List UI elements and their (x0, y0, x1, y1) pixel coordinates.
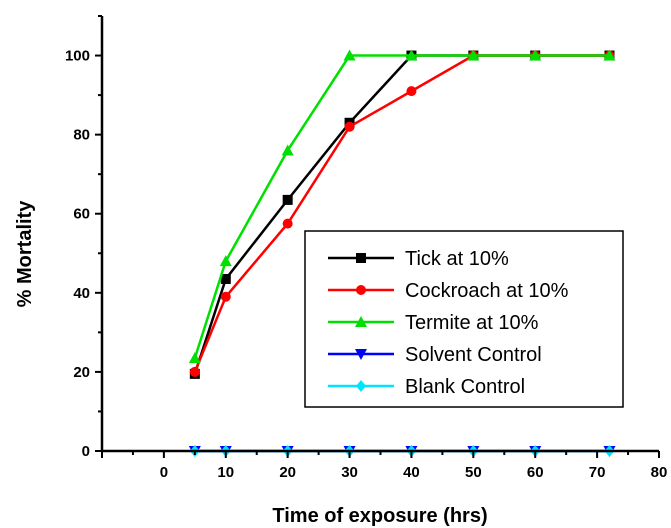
data-point (189, 366, 200, 377)
x-tick-label: 20 (279, 464, 296, 481)
legend-swatch-marker (356, 253, 366, 263)
x-tick-label: 60 (527, 464, 544, 481)
legend: Tick at 10% Cockroach at 10% Termite at 10… (304, 230, 624, 408)
ticks-layer: 0 10 20 30 40 50 60 70 80 0 20 40 60 80 100 (65, 15, 668, 481)
legend-label: Termite at 10% (405, 312, 539, 334)
legend-label: Blank Control (405, 376, 525, 398)
x-tick-label: 40 (403, 464, 420, 481)
legend-label: Tick at 10% (405, 248, 509, 270)
y-tick-label: 60 (73, 206, 90, 223)
legend-item: Termite at 10% (328, 312, 539, 334)
x-tick-label: 0 (160, 464, 168, 481)
x-tick-label: 10 (217, 464, 234, 481)
data-point (220, 273, 231, 284)
y-tick-label: 80 (73, 127, 90, 144)
legend-item: Tick at 10% (328, 248, 509, 270)
data-point (406, 86, 417, 97)
data-point (405, 49, 418, 61)
data-point (281, 144, 294, 156)
series-3 (188, 49, 616, 364)
x-tick-label: 70 (589, 464, 606, 481)
data-point (603, 49, 616, 61)
data-point (467, 49, 480, 61)
legend-swatch-marker (355, 316, 367, 327)
data-point (282, 194, 293, 205)
data-point (220, 291, 231, 302)
x-axis-title: Time of exposure (hrs) (272, 505, 487, 527)
data-point (343, 49, 356, 61)
data-point (282, 218, 293, 229)
data-point (529, 49, 542, 61)
legend-swatch-marker (355, 349, 367, 360)
y-tick-label: 0 (82, 443, 90, 460)
data-point (188, 352, 201, 364)
x-tick-label: 50 (465, 464, 482, 481)
y-tick-label: 100 (65, 48, 90, 65)
legend-label: Cockroach at 10% (405, 280, 569, 302)
y-tick-label: 40 (73, 285, 90, 302)
x-tick-label: 30 (341, 464, 358, 481)
legend-item: Cockroach at 10% (328, 280, 569, 302)
legend-swatch-marker (356, 380, 366, 392)
legend-swatch-marker (356, 285, 366, 295)
legend-item: Solvent Control (328, 344, 542, 366)
data-point (344, 121, 355, 132)
legend-label: Solvent Control (405, 344, 542, 366)
y-tick-label: 20 (73, 364, 90, 381)
data-point (219, 255, 232, 267)
x-tick-label: 80 (651, 464, 668, 481)
y-axis-title: % Mortality (14, 200, 36, 308)
legend-item: Blank Control (328, 376, 525, 398)
series-line (193, 54, 610, 359)
